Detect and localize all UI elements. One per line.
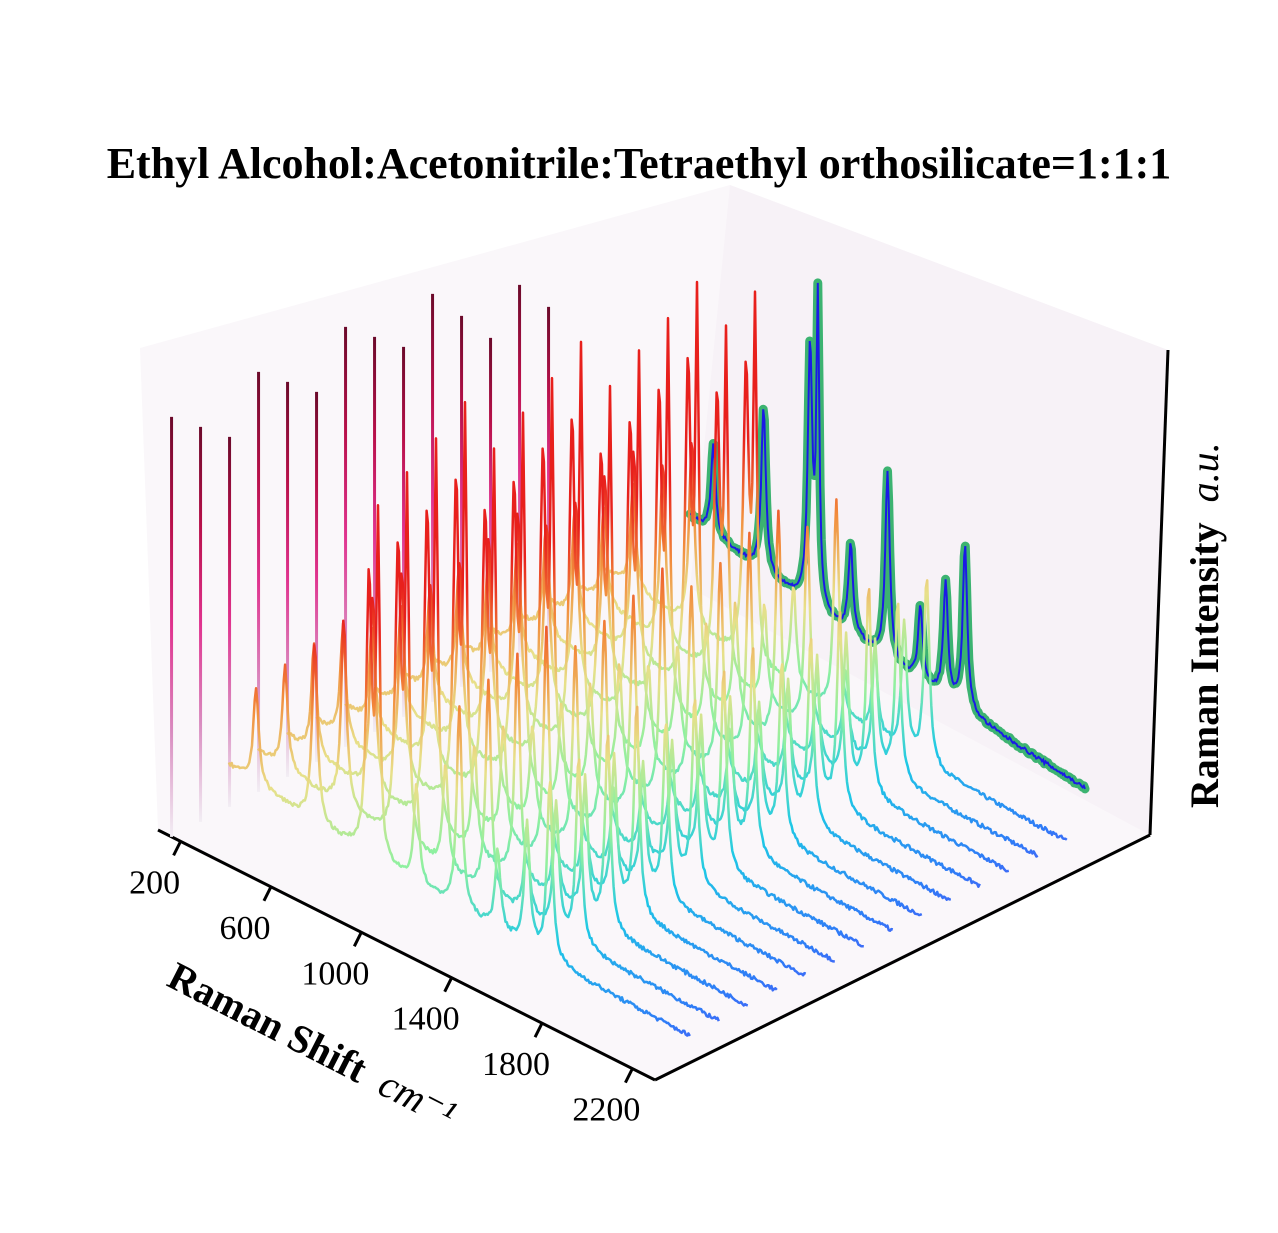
x-axis-label-unit: cm⁻¹: [372, 1060, 463, 1136]
z-axis-label: Raman Intensity a.u.: [1182, 442, 1227, 808]
projection-spectrum: [685, 278, 1090, 794]
z-axis-label-text: Raman Intensity: [1182, 522, 1227, 808]
z-axis-line: [1148, 349, 1170, 836]
x-axis-line: [157, 828, 656, 1082]
x-tick-mark: [352, 931, 363, 947]
x-tick-label: 1000: [301, 955, 369, 992]
x-tick-label: 1800: [482, 1046, 550, 1083]
projection-line: [689, 282, 1086, 790]
x-tick-label: 1400: [392, 1001, 460, 1038]
x-tick-mark: [533, 1022, 544, 1038]
z-axis-label-unit: a.u.: [1182, 442, 1227, 502]
x-tick-mark: [172, 840, 182, 857]
x-tick-mark: [443, 977, 454, 993]
chart-title: Ethyl Alcohol:Acetonitrile:Tetraethyl or…: [107, 139, 1172, 188]
y-axis-line: [654, 833, 1151, 1082]
series-line: [227, 504, 691, 1037]
x-tick-label: 2200: [572, 1092, 640, 1129]
x-tick-label: 200: [129, 864, 180, 901]
x-tick-mark: [262, 886, 273, 902]
x-tick-mark: [624, 1067, 634, 1084]
x-axis-ticks: 200 600 1000 1400 1800 2200: [129, 840, 640, 1129]
x-tick-label: 600: [219, 910, 270, 947]
series-group: [227, 280, 1068, 1037]
series-line: [257, 470, 720, 1022]
